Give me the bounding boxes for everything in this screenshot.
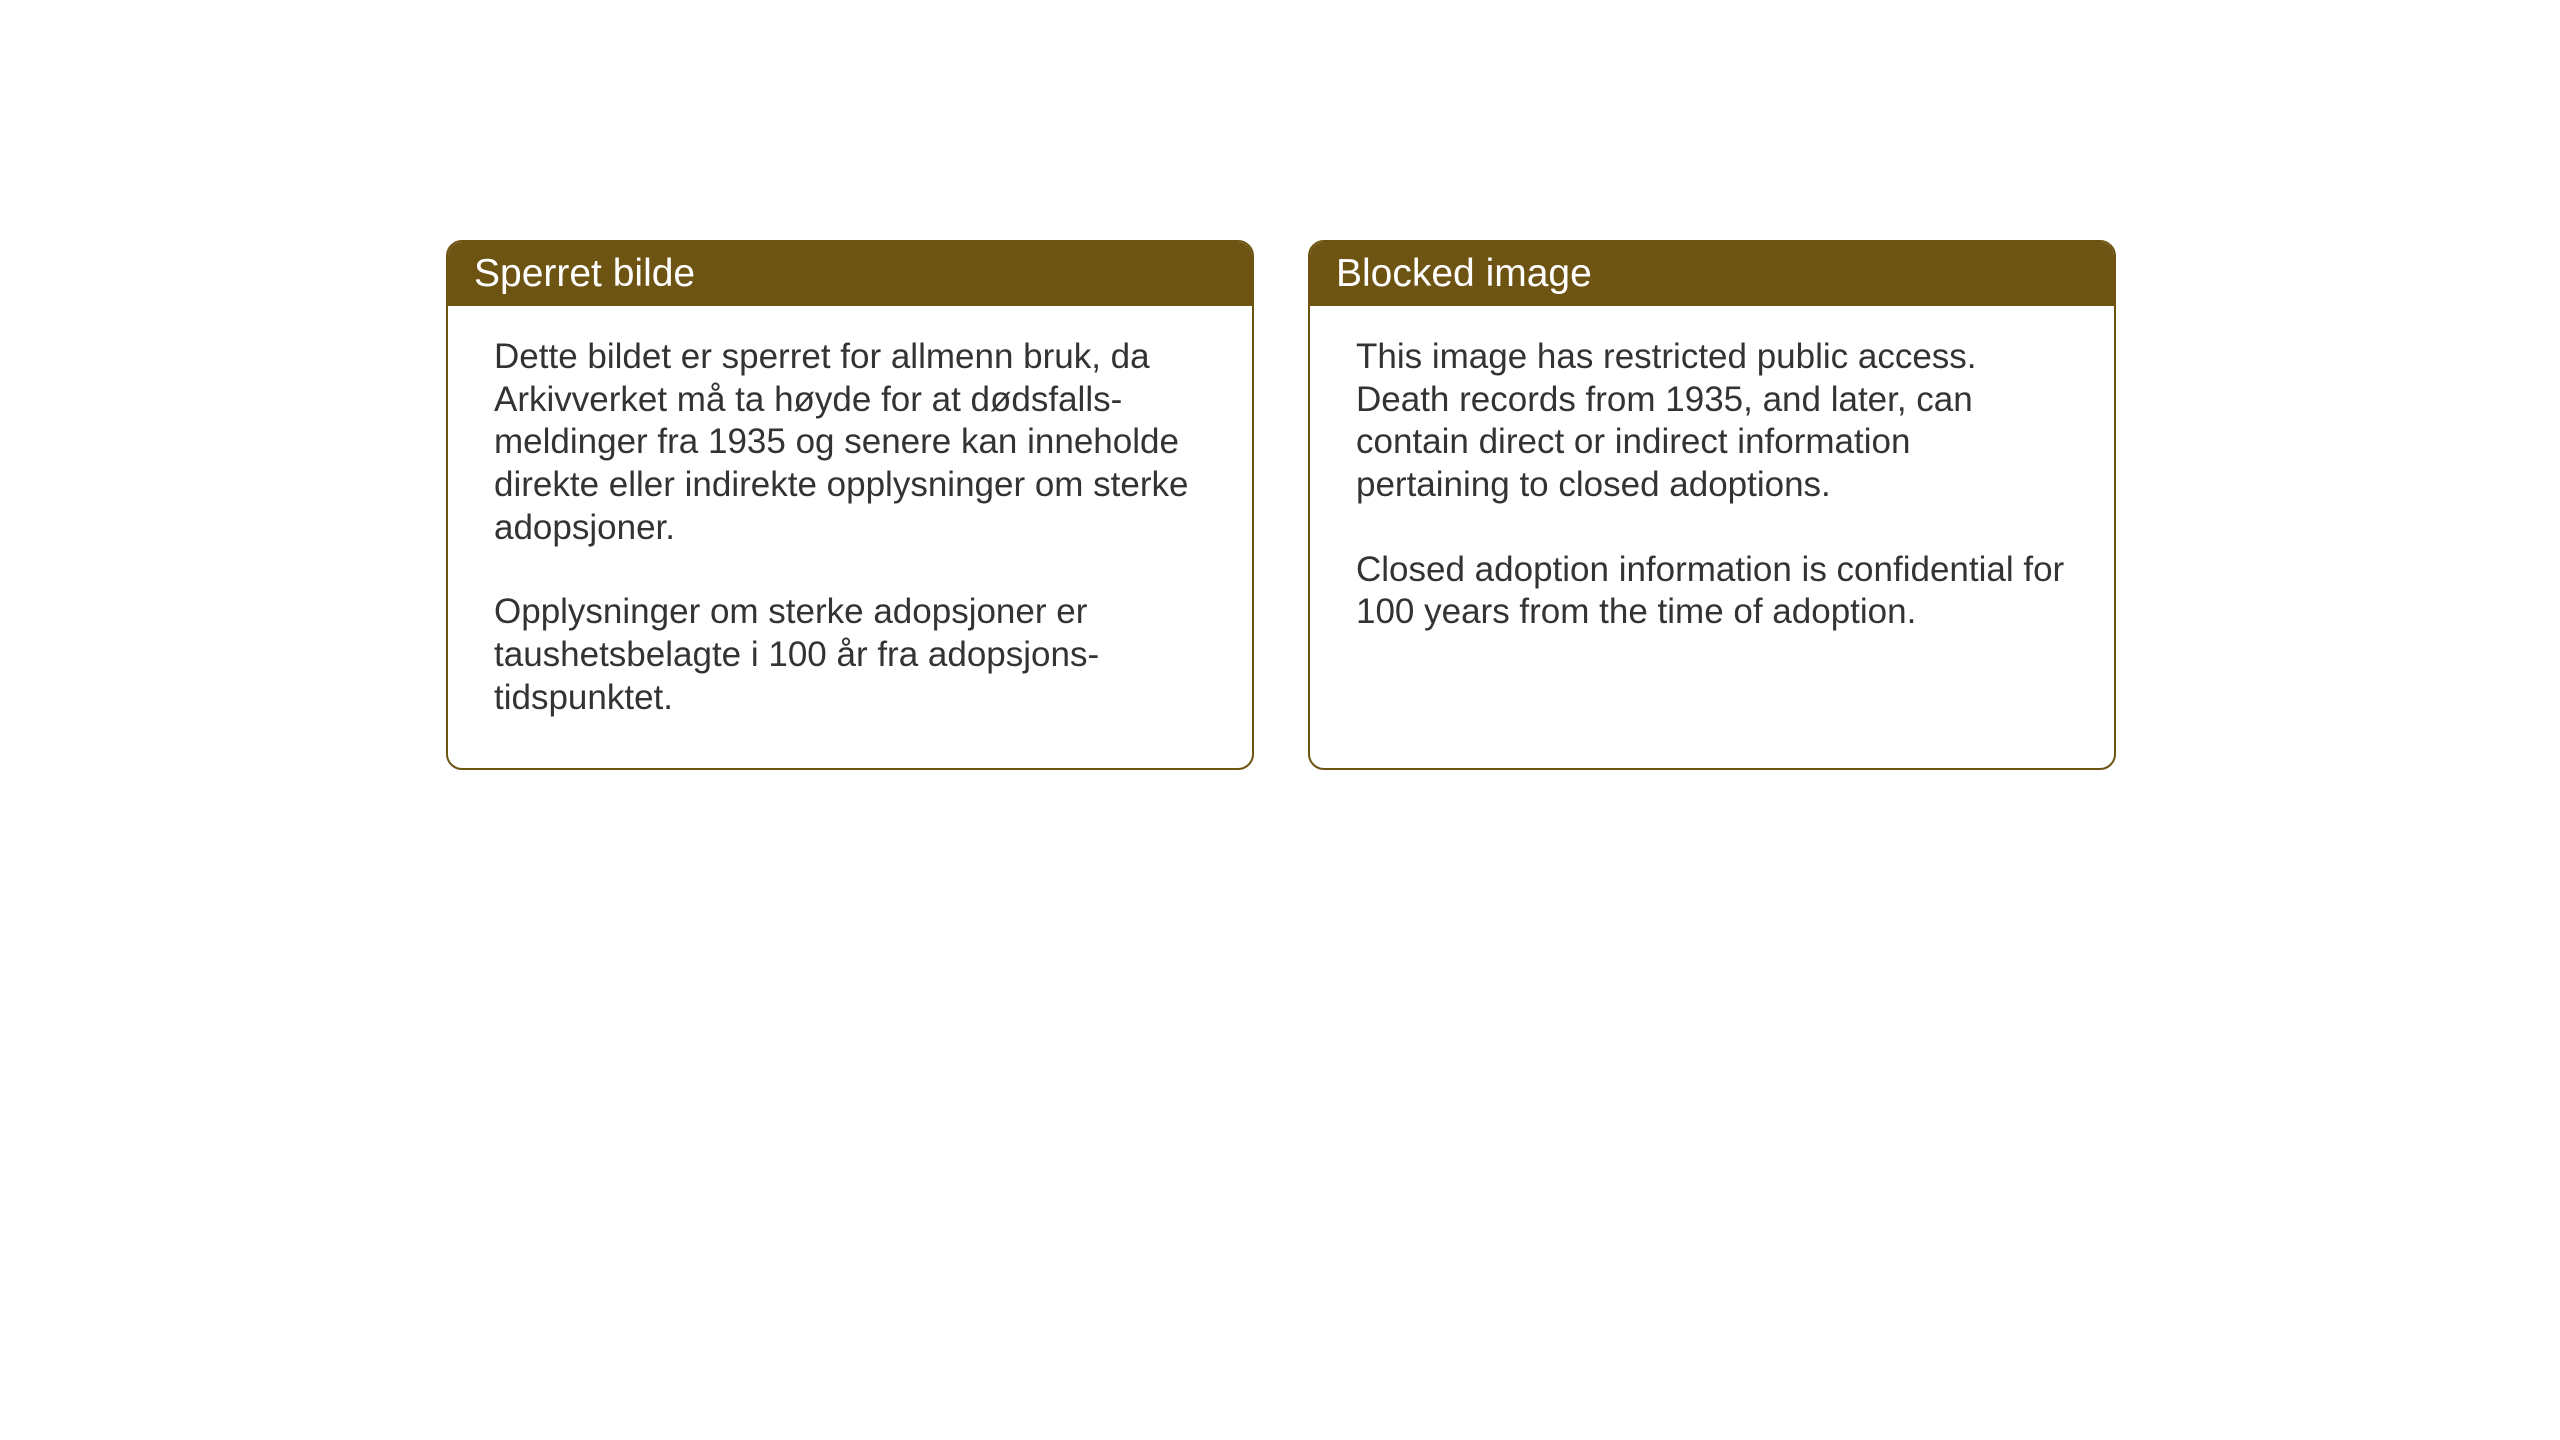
- card-paragraph-2-english: Closed adoption information is confident…: [1356, 549, 2068, 634]
- card-body-norwegian: Dette bildet er sperret for allmenn bruk…: [448, 306, 1252, 768]
- card-body-english: This image has restricted public access.…: [1310, 306, 2114, 682]
- card-paragraph-2-norwegian: Opplysninger om sterke adopsjoner er tau…: [494, 591, 1206, 719]
- notice-container: Sperret bilde Dette bildet er sperret fo…: [446, 240, 2116, 770]
- card-paragraph-1-english: This image has restricted public access.…: [1356, 336, 2068, 507]
- card-header-english: Blocked image: [1310, 242, 2114, 306]
- card-paragraph-1-norwegian: Dette bildet er sperret for allmenn bruk…: [494, 336, 1206, 549]
- notice-card-english: Blocked image This image has restricted …: [1308, 240, 2116, 770]
- card-header-norwegian: Sperret bilde: [448, 242, 1252, 306]
- notice-card-norwegian: Sperret bilde Dette bildet er sperret fo…: [446, 240, 1254, 770]
